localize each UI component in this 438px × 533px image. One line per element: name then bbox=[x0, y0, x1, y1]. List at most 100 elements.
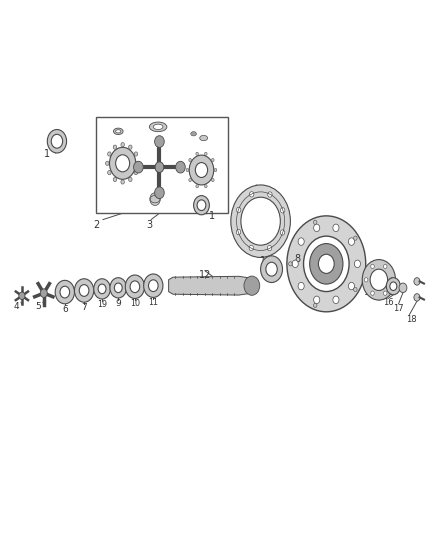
Circle shape bbox=[384, 291, 387, 295]
Circle shape bbox=[129, 145, 132, 149]
Circle shape bbox=[205, 152, 207, 156]
Circle shape bbox=[298, 282, 304, 290]
Circle shape bbox=[384, 264, 387, 269]
Circle shape bbox=[231, 185, 290, 257]
Circle shape bbox=[110, 147, 136, 179]
Circle shape bbox=[94, 279, 110, 299]
Circle shape bbox=[304, 236, 349, 292]
Circle shape bbox=[353, 287, 357, 292]
Circle shape bbox=[108, 152, 111, 156]
Circle shape bbox=[134, 161, 143, 173]
Text: 4: 4 bbox=[14, 302, 19, 311]
Circle shape bbox=[268, 192, 272, 197]
Text: 9: 9 bbox=[115, 300, 121, 308]
Text: 16: 16 bbox=[383, 298, 393, 307]
Circle shape bbox=[390, 278, 393, 282]
Circle shape bbox=[348, 282, 354, 290]
Circle shape bbox=[314, 296, 320, 304]
Circle shape bbox=[60, 286, 70, 298]
Text: 15: 15 bbox=[364, 288, 376, 296]
Text: 14: 14 bbox=[260, 256, 272, 266]
Circle shape bbox=[333, 296, 339, 304]
Circle shape bbox=[136, 161, 140, 165]
Circle shape bbox=[148, 280, 158, 292]
Circle shape bbox=[292, 260, 298, 268]
Circle shape bbox=[249, 245, 254, 251]
Ellipse shape bbox=[200, 135, 208, 141]
Circle shape bbox=[134, 171, 138, 175]
Circle shape bbox=[370, 269, 388, 290]
Text: 13: 13 bbox=[247, 216, 259, 225]
Text: 2: 2 bbox=[93, 220, 99, 230]
Circle shape bbox=[116, 155, 130, 172]
Circle shape bbox=[414, 294, 420, 301]
Circle shape bbox=[121, 142, 124, 147]
Text: 3: 3 bbox=[146, 220, 152, 230]
Circle shape bbox=[79, 285, 89, 296]
Circle shape bbox=[399, 283, 407, 293]
Circle shape bbox=[113, 145, 117, 149]
Circle shape bbox=[266, 262, 277, 276]
Ellipse shape bbox=[191, 132, 196, 136]
Circle shape bbox=[237, 229, 241, 235]
Text: 8: 8 bbox=[295, 254, 301, 263]
Text: 12: 12 bbox=[199, 270, 211, 280]
Circle shape bbox=[189, 179, 191, 182]
Circle shape bbox=[364, 278, 368, 282]
Circle shape bbox=[40, 289, 47, 297]
Circle shape bbox=[74, 279, 94, 302]
Circle shape bbox=[129, 177, 132, 182]
FancyBboxPatch shape bbox=[96, 117, 228, 213]
Circle shape bbox=[113, 177, 117, 182]
Circle shape bbox=[314, 220, 317, 224]
Circle shape bbox=[314, 303, 317, 308]
Circle shape bbox=[194, 196, 209, 215]
Circle shape bbox=[289, 262, 292, 266]
Circle shape bbox=[371, 291, 374, 295]
Circle shape bbox=[212, 158, 214, 161]
Text: 11: 11 bbox=[148, 298, 158, 307]
Circle shape bbox=[390, 282, 397, 290]
Circle shape bbox=[155, 136, 164, 148]
Circle shape bbox=[354, 260, 360, 268]
Ellipse shape bbox=[149, 122, 167, 132]
Circle shape bbox=[287, 216, 366, 312]
Circle shape bbox=[155, 187, 164, 199]
Circle shape bbox=[280, 208, 285, 213]
Circle shape bbox=[241, 197, 280, 245]
Text: 17: 17 bbox=[393, 304, 404, 312]
Circle shape bbox=[280, 230, 285, 235]
Ellipse shape bbox=[150, 196, 160, 203]
Circle shape bbox=[155, 162, 164, 173]
Circle shape bbox=[333, 224, 339, 231]
Circle shape bbox=[414, 278, 420, 285]
Ellipse shape bbox=[116, 130, 121, 133]
Circle shape bbox=[189, 158, 191, 161]
Circle shape bbox=[371, 264, 374, 269]
Circle shape bbox=[237, 207, 241, 213]
Polygon shape bbox=[169, 276, 256, 295]
Circle shape bbox=[205, 184, 207, 188]
Circle shape bbox=[108, 171, 111, 175]
Text: 1: 1 bbox=[209, 212, 215, 221]
Circle shape bbox=[318, 254, 334, 273]
Circle shape bbox=[244, 276, 260, 295]
Circle shape bbox=[98, 284, 106, 294]
Circle shape bbox=[130, 281, 140, 293]
Circle shape bbox=[189, 155, 214, 185]
Circle shape bbox=[348, 238, 354, 245]
Circle shape bbox=[197, 200, 206, 211]
Circle shape bbox=[114, 283, 122, 293]
Circle shape bbox=[195, 163, 208, 177]
Text: 1: 1 bbox=[44, 149, 50, 158]
Circle shape bbox=[314, 224, 320, 231]
Circle shape bbox=[196, 152, 198, 156]
Circle shape bbox=[125, 275, 145, 298]
Circle shape bbox=[298, 238, 304, 245]
Circle shape bbox=[110, 278, 127, 298]
Text: 19: 19 bbox=[97, 301, 107, 309]
Circle shape bbox=[47, 130, 67, 153]
Ellipse shape bbox=[153, 124, 163, 130]
Circle shape bbox=[196, 184, 198, 188]
Circle shape bbox=[353, 236, 357, 240]
